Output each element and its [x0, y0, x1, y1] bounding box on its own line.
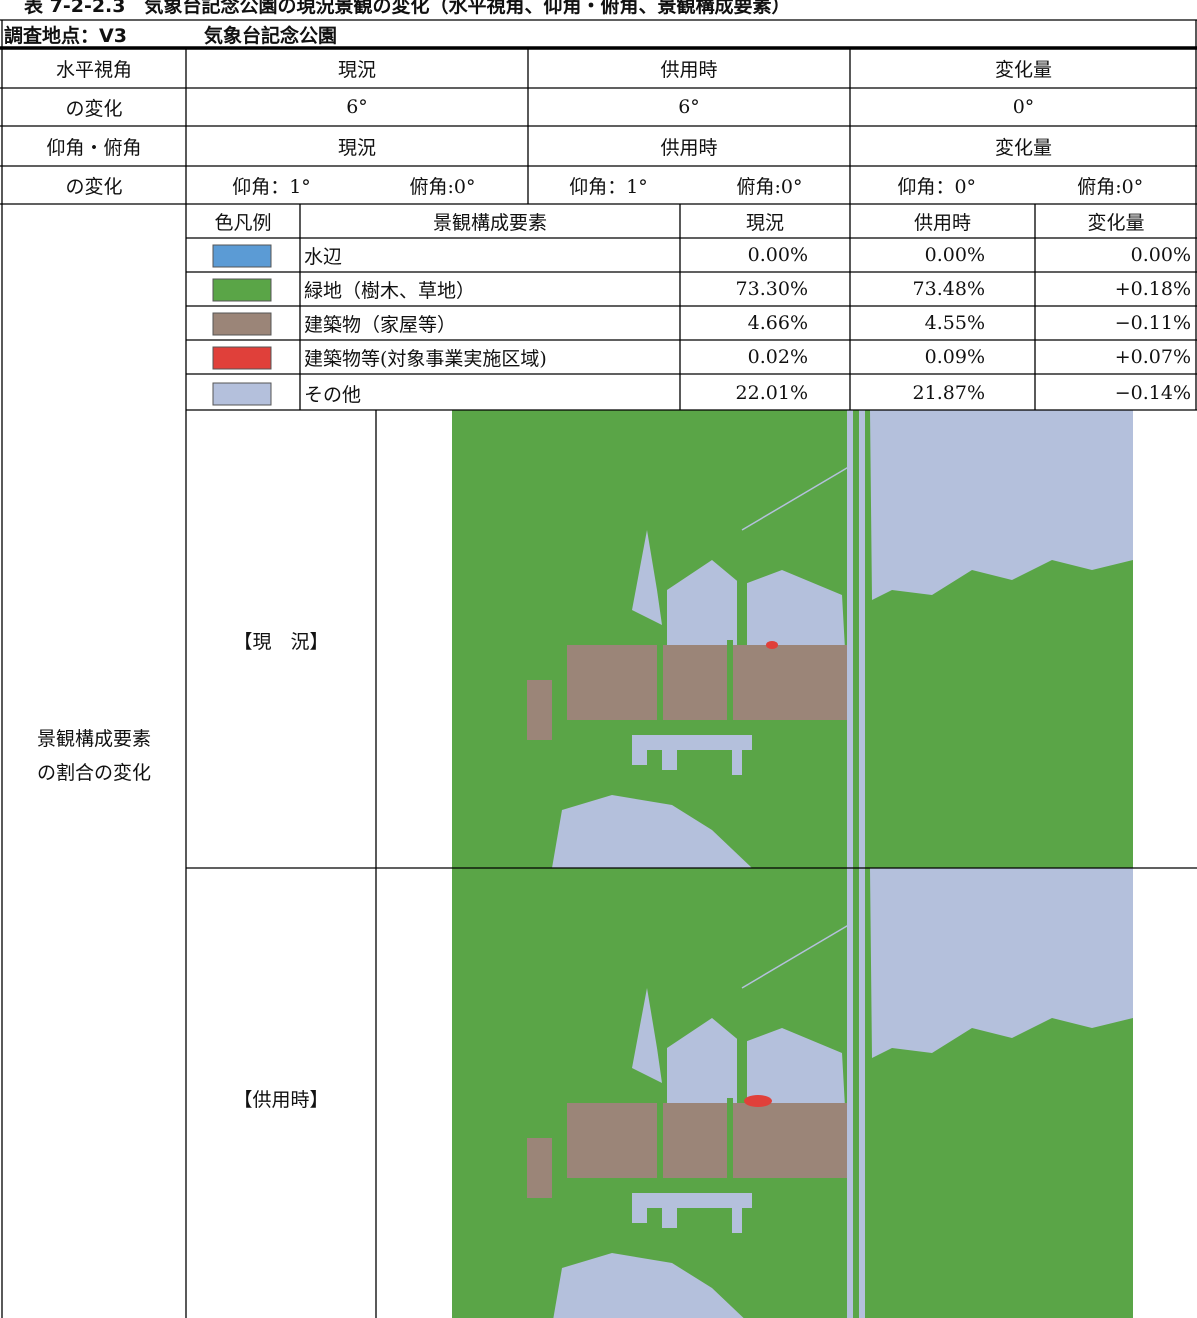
element-name: 緑地（樹木、草地）: [304, 279, 476, 302]
future-ratio: 0.00%: [924, 244, 985, 266]
color-swatch: [212, 244, 272, 268]
elevation-angle: 仰角：1°: [569, 175, 648, 198]
column-header: 供用時: [660, 58, 718, 81]
depression-angle: 俯角:0°: [409, 175, 476, 198]
landscape-image-future: [451, 867, 1134, 1318]
row-label: の変化: [65, 175, 123, 198]
elevation-angle: 仰角：1°: [232, 175, 311, 198]
color-swatch: [212, 382, 272, 406]
survey-point-name: 気象台記念公園: [204, 24, 338, 47]
cell-value: 6°: [678, 96, 700, 118]
column-header: 供用時: [913, 211, 971, 234]
color-swatch: [212, 278, 272, 302]
current-ratio: 73.30%: [735, 278, 808, 300]
row-label: 仰角・俯角: [46, 136, 142, 159]
column-header: 変化量: [1087, 211, 1145, 234]
change-ratio: +0.18%: [1114, 278, 1191, 300]
column-header: 供用時: [660, 136, 718, 159]
element-name: その他: [304, 383, 362, 406]
change-ratio: −0.11%: [1114, 312, 1191, 334]
elevation-angle: 仰角：0°: [897, 175, 977, 198]
cell-value: 6°: [346, 96, 368, 118]
landscape-image-current: [451, 409, 1134, 869]
image-label: 【供用時】: [233, 1088, 329, 1111]
column-header: 現況: [337, 58, 376, 81]
project-area-current: [766, 641, 778, 649]
column-header: 変化量: [994, 136, 1052, 159]
color-swatch: [212, 312, 272, 336]
column-header: 景観構成要素: [432, 211, 547, 234]
current-ratio: 22.01%: [735, 382, 808, 404]
current-ratio: 0.00%: [747, 244, 808, 266]
cell-value: 0°: [1012, 96, 1035, 118]
row-label: の変化: [65, 97, 123, 120]
element-name: 建築物等(対象事業実施区域): [304, 347, 547, 370]
element-name: 建築物（家屋等）: [304, 313, 457, 336]
color-swatch: [212, 346, 272, 370]
column-header: 現況: [337, 136, 376, 159]
column-header: 色凡例: [214, 211, 272, 234]
image-label: 【現 況】: [233, 630, 329, 653]
change-ratio: 0.00%: [1130, 244, 1191, 266]
current-ratio: 4.66%: [747, 312, 808, 334]
survey-point-label: 調査地点：V3: [4, 24, 127, 47]
future-ratio: 4.55%: [924, 312, 985, 334]
future-ratio: 0.09%: [924, 346, 985, 368]
change-ratio: −0.14%: [1114, 382, 1191, 404]
element-name: 水辺: [304, 245, 343, 268]
row-label: 景観構成要素: [36, 727, 151, 750]
row-label: 水平視角: [55, 58, 132, 81]
change-ratio: +0.07%: [1114, 346, 1191, 368]
depression-angle: 俯角:0°: [736, 175, 803, 198]
future-ratio: 73.48%: [912, 278, 985, 300]
current-ratio: 0.02%: [747, 346, 808, 368]
project-area-future: [744, 1095, 772, 1107]
table-title: 表 7-2-2.3 気象台記念公園の現況景観の変化（水平視角、仰角・俯角、景観構…: [24, 0, 791, 17]
future-ratio: 21.87%: [912, 382, 985, 404]
depression-angle: 俯角:0°: [1077, 175, 1144, 198]
row-label: の割合の変化: [36, 761, 151, 784]
column-header: 現況: [745, 211, 784, 234]
column-header: 変化量: [994, 58, 1052, 81]
grid: [0, 19, 1197, 1318]
